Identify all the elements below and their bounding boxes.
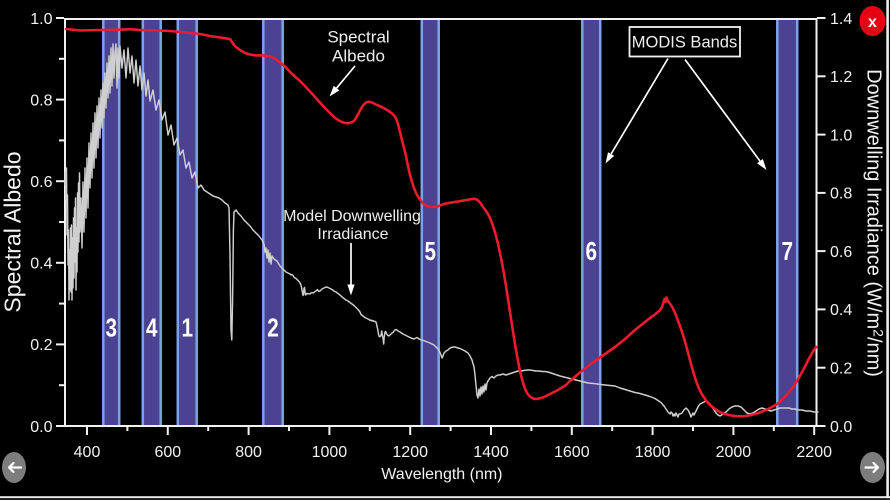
svg-text:0.6: 0.6 bbox=[30, 174, 52, 191]
svg-text:4: 4 bbox=[146, 313, 158, 343]
svg-text:1600: 1600 bbox=[554, 444, 590, 461]
svg-text:0.4: 0.4 bbox=[30, 256, 52, 273]
svg-text:6: 6 bbox=[585, 236, 597, 266]
svg-text:0.2: 0.2 bbox=[830, 361, 852, 378]
svg-text:2: 2 bbox=[267, 313, 279, 343]
svg-text:Spectral Albedo: Spectral Albedo bbox=[0, 151, 26, 312]
svg-text:1.4: 1.4 bbox=[830, 11, 852, 28]
svg-text:0.0: 0.0 bbox=[30, 419, 52, 436]
svg-text:Albedo: Albedo bbox=[332, 47, 385, 66]
svg-text:x: x bbox=[868, 14, 877, 31]
svg-text:400: 400 bbox=[74, 444, 101, 461]
svg-text:Model Downwelling: Model Downwelling bbox=[283, 208, 421, 225]
svg-text:600: 600 bbox=[154, 444, 181, 461]
svg-text:5: 5 bbox=[424, 236, 436, 266]
svg-text:Downwelling Irradiance (W/m2/n: Downwelling Irradiance (W/m2/nm) bbox=[863, 69, 887, 377]
svg-text:2000: 2000 bbox=[716, 444, 752, 461]
svg-text:0.2: 0.2 bbox=[30, 337, 52, 354]
svg-text:0.8: 0.8 bbox=[30, 92, 52, 109]
svg-text:0.8: 0.8 bbox=[830, 186, 852, 203]
svg-text:2200: 2200 bbox=[796, 444, 832, 461]
svg-text:Irradiance: Irradiance bbox=[317, 226, 388, 243]
svg-text:800: 800 bbox=[235, 444, 262, 461]
svg-text:1.2: 1.2 bbox=[830, 69, 852, 86]
svg-text:1: 1 bbox=[181, 313, 193, 343]
svg-text:Spectral: Spectral bbox=[327, 28, 389, 47]
svg-text:1800: 1800 bbox=[635, 444, 671, 461]
svg-text:1000: 1000 bbox=[312, 444, 348, 461]
svg-text:MODIS Bands: MODIS Bands bbox=[632, 34, 737, 52]
svg-text:Wavelength (nm): Wavelength (nm) bbox=[381, 466, 502, 483]
svg-text:1400: 1400 bbox=[473, 444, 509, 461]
svg-text:3: 3 bbox=[105, 313, 117, 343]
svg-text:0.6: 0.6 bbox=[830, 244, 852, 261]
svg-text:7: 7 bbox=[781, 236, 793, 266]
svg-text:1.0: 1.0 bbox=[830, 127, 852, 144]
svg-text:1200: 1200 bbox=[392, 444, 428, 461]
svg-text:0.0: 0.0 bbox=[830, 419, 852, 436]
svg-text:1.0: 1.0 bbox=[30, 11, 52, 28]
svg-text:0.4: 0.4 bbox=[830, 302, 852, 319]
